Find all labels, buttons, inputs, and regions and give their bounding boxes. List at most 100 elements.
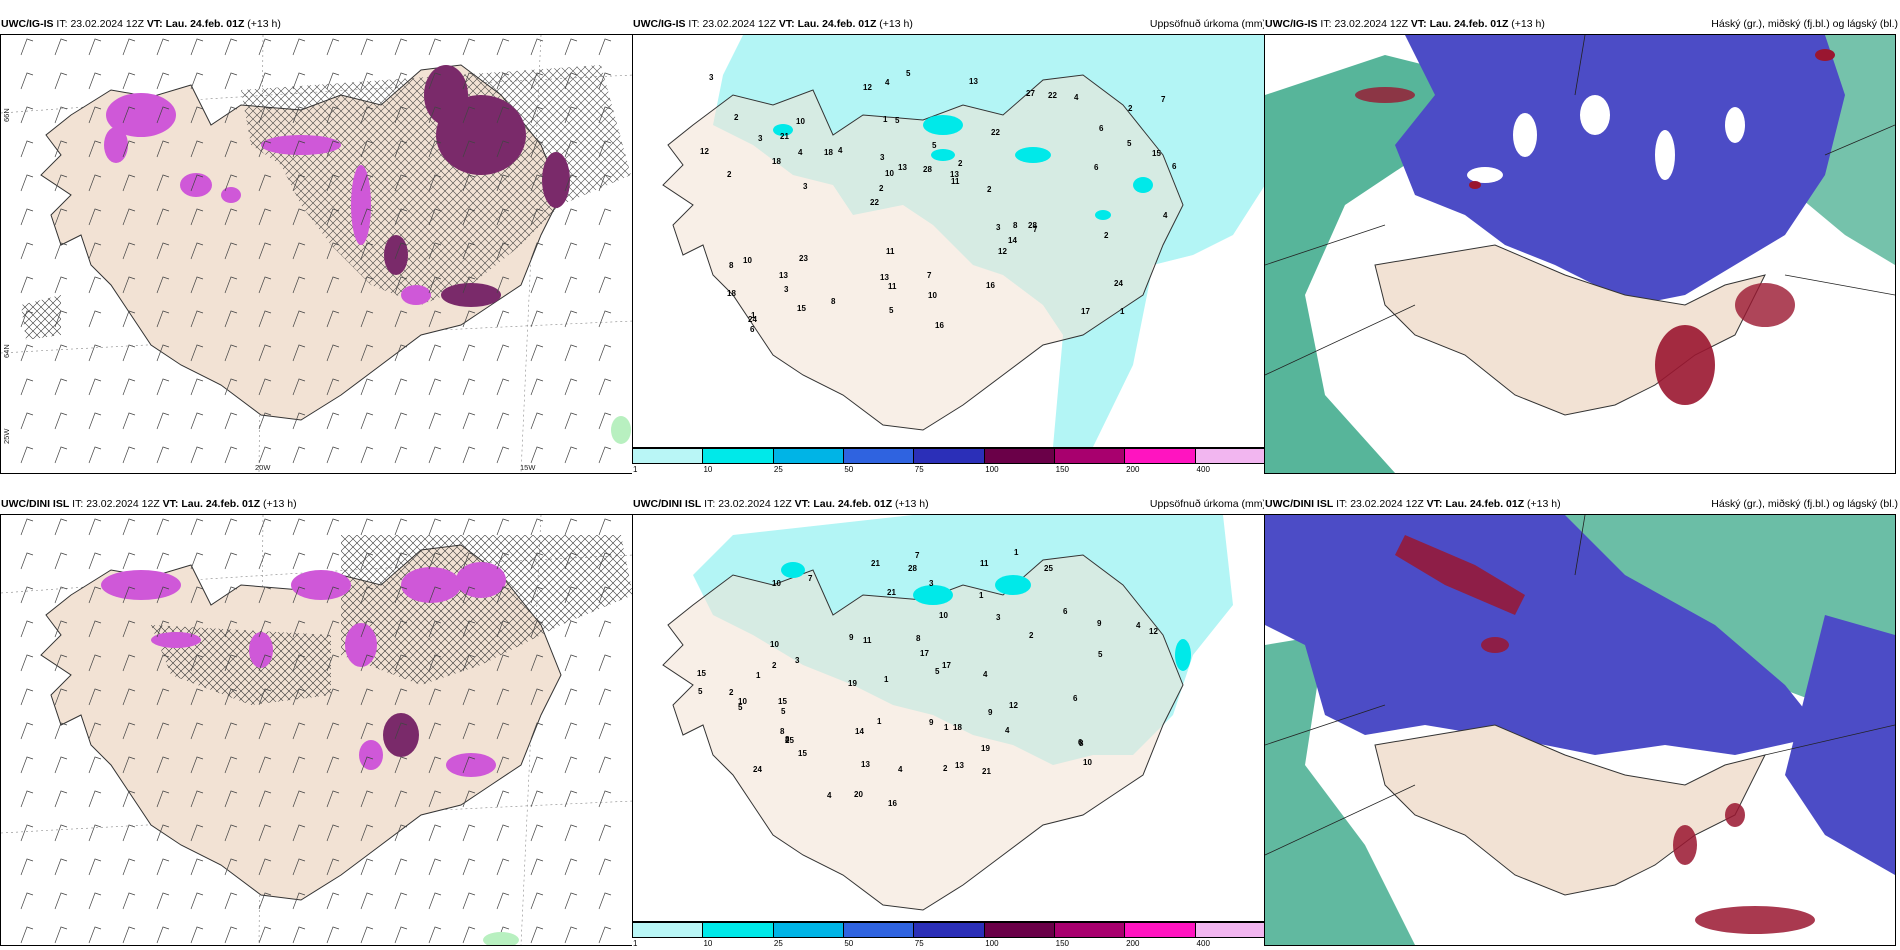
precip-map[interactable]: 1 2 2 22 22 1 1 5 10 4 3 5 2 7 2 4 6 3 5 2 13 10 10 27 23 17 24 28 1… bbox=[632, 34, 1266, 448]
wind-barb bbox=[496, 552, 510, 570]
wind-barb bbox=[394, 892, 408, 910]
cloud-panel-row1: UWC/IG-IS IT: 23.02.2024 12Z VT: Lau. 24… bbox=[1264, 14, 1900, 476]
wind-barb bbox=[428, 756, 442, 774]
wind-barb bbox=[190, 620, 204, 638]
wind-barb bbox=[428, 722, 442, 740]
precip-patch bbox=[483, 932, 519, 945]
precip-value: 15 bbox=[798, 749, 807, 758]
colorbar-cell bbox=[633, 923, 704, 937]
wind-barb bbox=[88, 586, 102, 604]
precip-value: 10 bbox=[928, 291, 937, 300]
wind-barb bbox=[190, 552, 204, 570]
colorbar-tick: 1 bbox=[633, 465, 638, 474]
wind-barb bbox=[360, 518, 374, 536]
wind-barb bbox=[564, 722, 578, 740]
wind-barb bbox=[564, 378, 578, 396]
wind-barb bbox=[292, 824, 306, 842]
precip-value: 19 bbox=[848, 679, 857, 688]
wind-barb bbox=[428, 378, 442, 396]
wind-barb bbox=[462, 344, 476, 362]
precip-value: 16 bbox=[935, 321, 944, 330]
precip-value: 10 bbox=[772, 579, 781, 588]
wind-barb bbox=[20, 276, 34, 294]
precip-value: 15 bbox=[778, 697, 787, 706]
wind-barb bbox=[394, 926, 408, 944]
wind-barb bbox=[598, 552, 612, 570]
wind-barb bbox=[292, 378, 306, 396]
wind-barb bbox=[360, 892, 374, 910]
colorbar-cell bbox=[914, 923, 985, 937]
wind-barb bbox=[462, 688, 476, 706]
wind-barb bbox=[88, 858, 102, 876]
wind-barb bbox=[122, 344, 136, 362]
wind-barb bbox=[564, 38, 578, 56]
wind-barb bbox=[258, 242, 272, 260]
precip-value: 10 bbox=[796, 117, 805, 126]
wind-barb bbox=[394, 242, 408, 260]
wind-barb bbox=[564, 858, 578, 876]
wind-barb bbox=[360, 140, 374, 158]
colorbar-tick: 400 bbox=[1196, 939, 1210, 948]
wind-barb bbox=[598, 38, 612, 56]
wind-barb bbox=[258, 824, 272, 842]
wind-barb bbox=[598, 722, 612, 740]
wind-barb bbox=[326, 824, 340, 842]
precip-value: 14 bbox=[855, 727, 864, 736]
snow-accumulation bbox=[104, 65, 570, 307]
colorbar-cell bbox=[703, 449, 774, 463]
precip-value: 1 bbox=[1014, 548, 1019, 557]
wind-barb bbox=[360, 756, 374, 774]
wind-barb bbox=[598, 756, 612, 774]
precip-value: 19 bbox=[981, 744, 990, 753]
wind-barb bbox=[598, 790, 612, 808]
wind-barb bbox=[462, 174, 476, 192]
wind-barb bbox=[292, 552, 306, 570]
wind-barb bbox=[122, 106, 136, 124]
wind-barb bbox=[564, 926, 578, 944]
wind-barb bbox=[224, 586, 238, 604]
wind-map[interactable] bbox=[0, 34, 634, 474]
wind-barb bbox=[394, 106, 408, 124]
precip-value: 28 bbox=[908, 564, 917, 573]
wind-barb bbox=[224, 140, 238, 158]
wind-barb bbox=[20, 790, 34, 808]
wind-barb bbox=[156, 518, 170, 536]
wind-barb bbox=[54, 790, 68, 808]
precip-value: 9 bbox=[1097, 619, 1102, 628]
wind-barb bbox=[20, 654, 34, 672]
wind-barb bbox=[530, 412, 544, 430]
wind-barb bbox=[428, 892, 442, 910]
wind-barb bbox=[20, 344, 34, 362]
wind-barb bbox=[326, 310, 340, 328]
precip-title: Uppsöfnuð úrkoma (mm) bbox=[1149, 498, 1266, 510]
wind-barb bbox=[122, 824, 136, 842]
wind-map[interactable] bbox=[0, 514, 634, 946]
precip-value: 1 bbox=[877, 717, 882, 726]
wind-barb bbox=[428, 38, 442, 56]
precip-map[interactable]: 24 25 7 6 1 3 5 8 9 2 2 7 4 5 16 21 10 15 25 20 21 28 21 17 17 13… bbox=[632, 514, 1266, 922]
cloud-map[interactable] bbox=[1264, 34, 1896, 474]
wind-barb bbox=[224, 38, 238, 56]
wind-barb bbox=[462, 620, 476, 638]
precip-value: 15 bbox=[1152, 149, 1161, 158]
precip-value: 28 bbox=[923, 165, 932, 174]
cloud-title: Háský (gr.), miðský (fj.bl.) og lágský (… bbox=[1711, 498, 1898, 510]
wind-barb bbox=[292, 586, 306, 604]
wind-barb bbox=[462, 586, 476, 604]
wind-barb bbox=[428, 654, 442, 672]
colorbar-cell bbox=[1054, 449, 1126, 463]
cloud-map[interactable] bbox=[1264, 514, 1896, 946]
wind-barb bbox=[326, 208, 340, 226]
wind-barb bbox=[326, 446, 340, 464]
colorbar-cell bbox=[843, 923, 915, 937]
wind-barb bbox=[258, 518, 272, 536]
colorbar-tick: 400 bbox=[1196, 465, 1210, 474]
wind-barb bbox=[156, 620, 170, 638]
wind-barb bbox=[326, 722, 340, 740]
wind-barb bbox=[88, 38, 102, 56]
wind-barb bbox=[156, 412, 170, 430]
wind-barb bbox=[88, 552, 102, 570]
wind-barb bbox=[462, 72, 476, 90]
precip-value: 8 bbox=[1013, 221, 1018, 230]
precip-value: 8 bbox=[780, 727, 785, 736]
